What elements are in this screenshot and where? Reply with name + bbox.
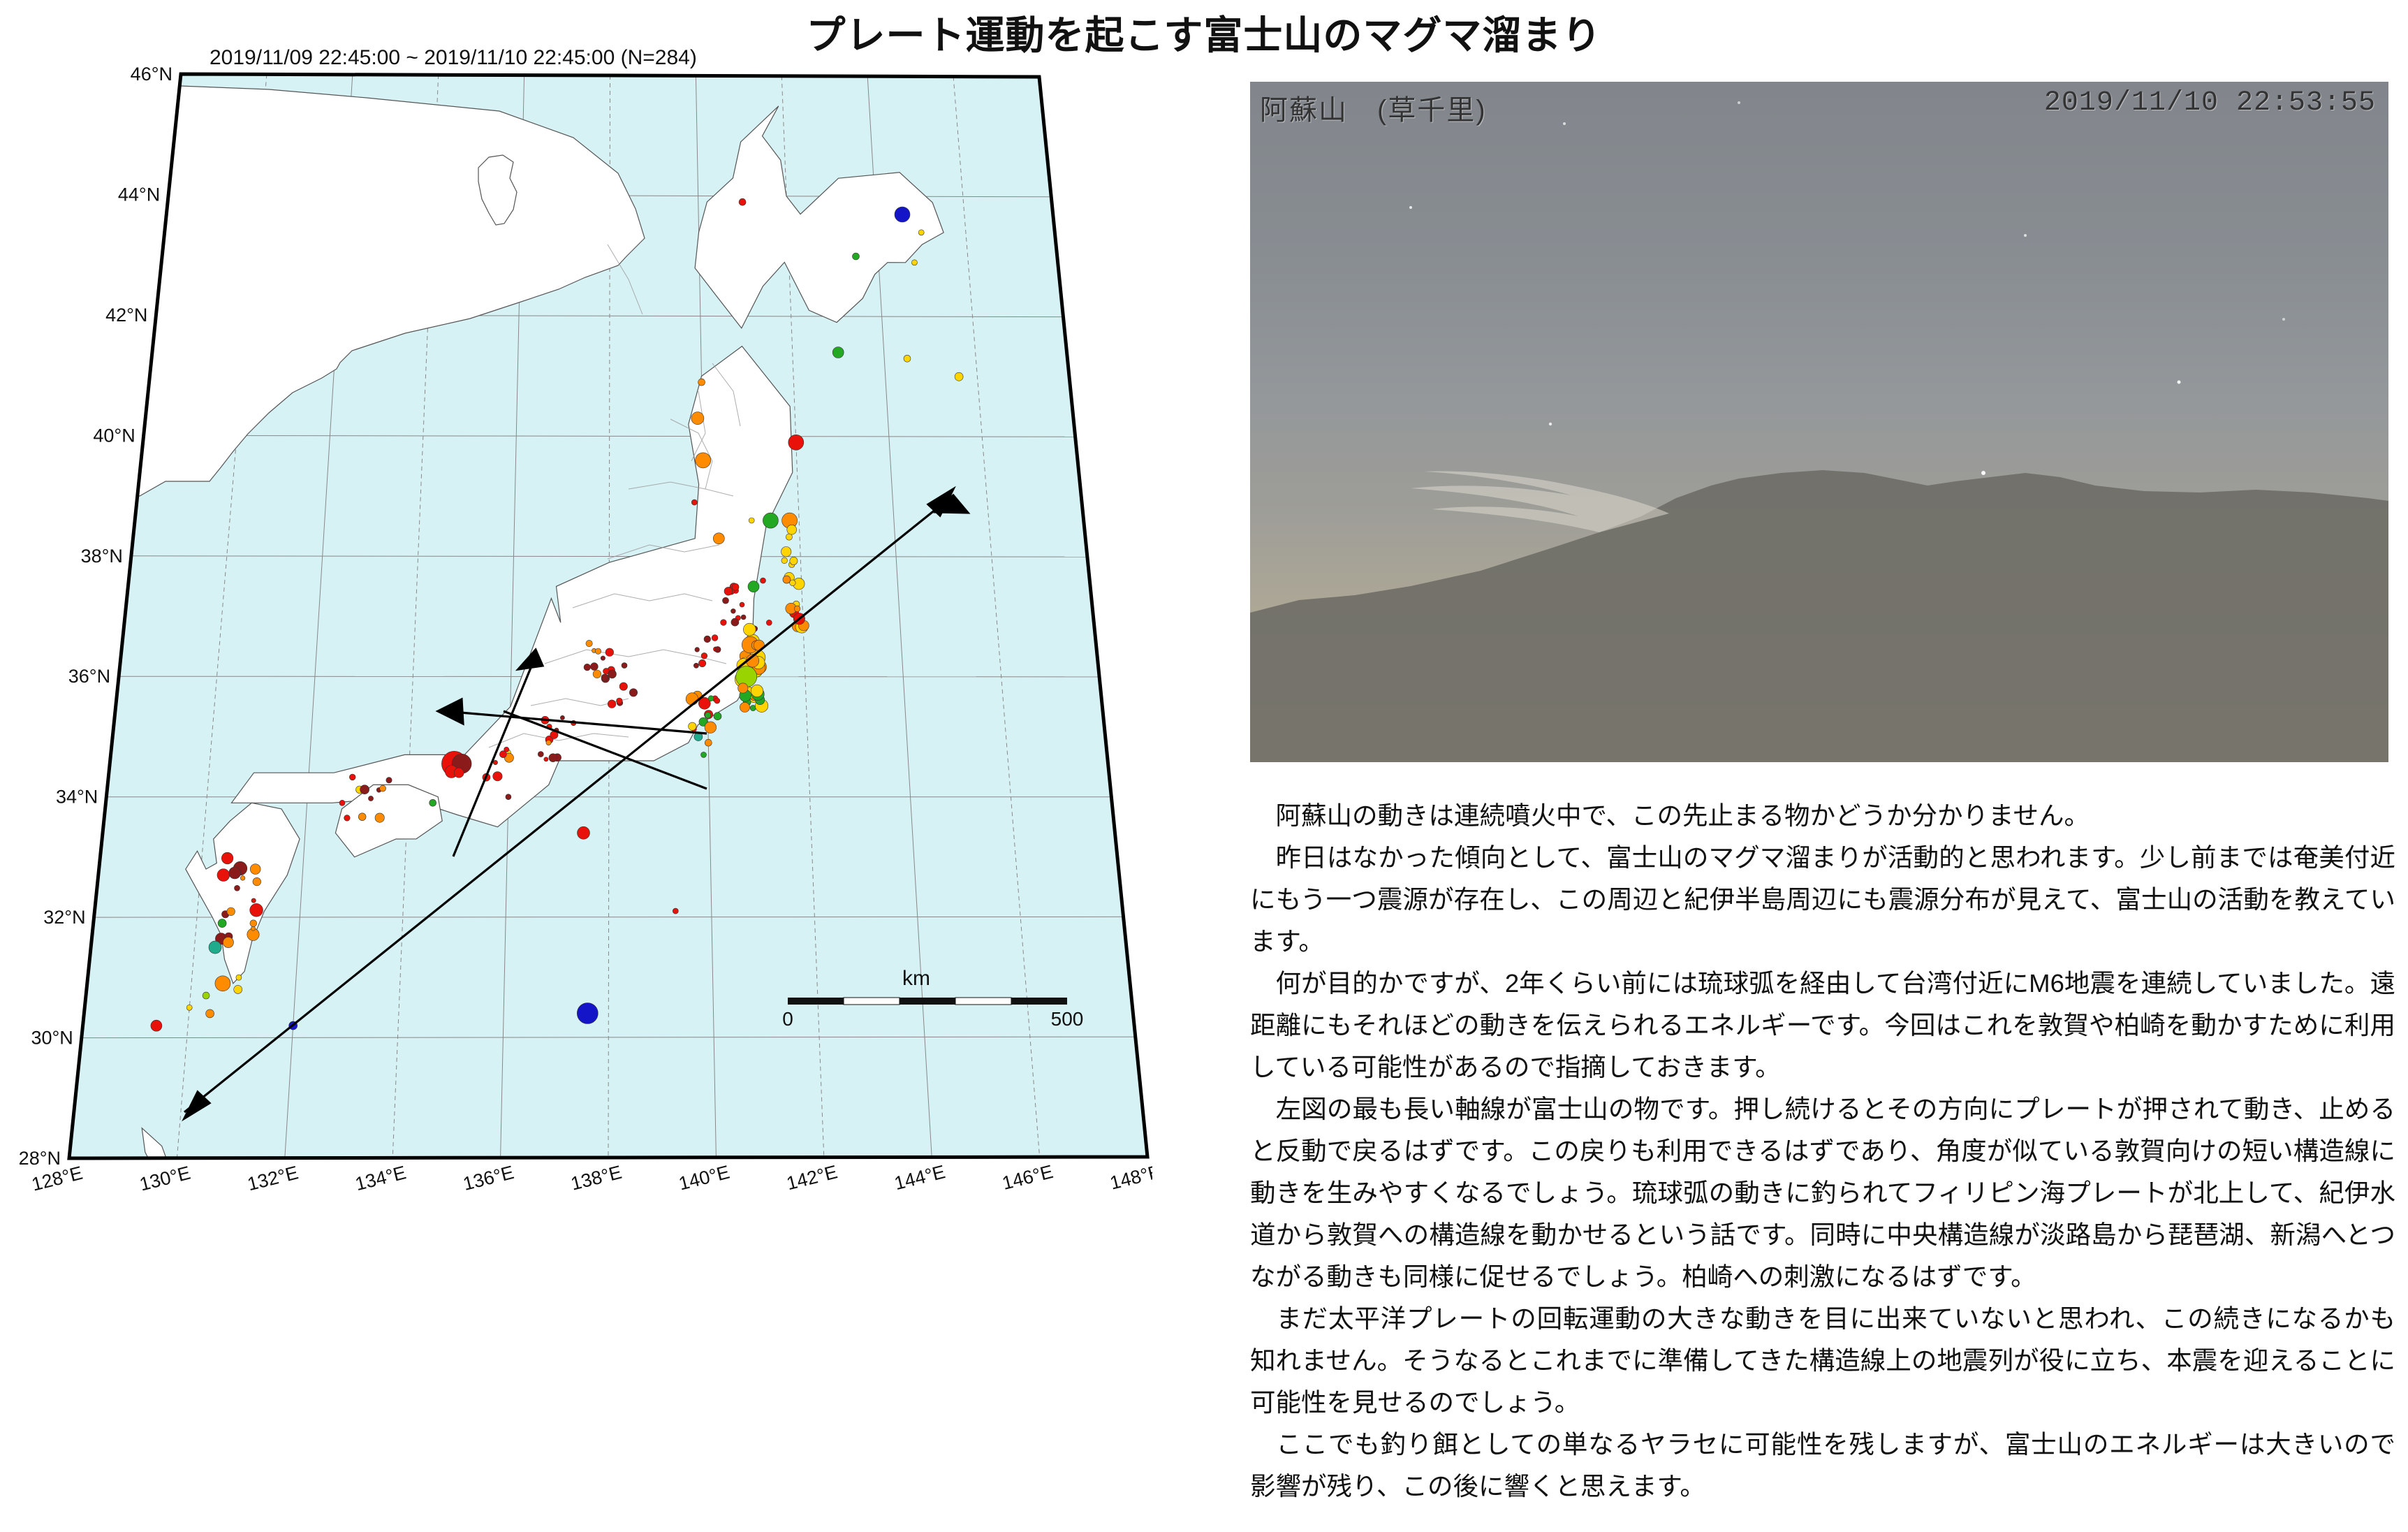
svg-text:34°N: 34°N xyxy=(56,787,98,808)
svg-text:140°E: 140°E xyxy=(677,1162,732,1195)
svg-text:44°N: 44°N xyxy=(118,184,160,205)
svg-text:32°N: 32°N xyxy=(43,907,85,928)
svg-text:38°N: 38°N xyxy=(81,546,123,567)
svg-text:36°N: 36°N xyxy=(68,666,110,687)
svg-text:144°E: 144°E xyxy=(893,1161,948,1194)
svg-text:30°N: 30°N xyxy=(31,1028,73,1049)
svg-text:134°E: 134°E xyxy=(353,1162,409,1195)
svg-text:40°N: 40°N xyxy=(93,425,135,446)
svg-text:500: 500 xyxy=(1051,1008,1084,1030)
svg-text:130°E: 130°E xyxy=(138,1162,193,1195)
svg-text:142°E: 142°E xyxy=(784,1161,839,1194)
svg-text:132°E: 132°E xyxy=(245,1162,300,1195)
svg-text:136°E: 136°E xyxy=(461,1162,516,1195)
svg-text:28°N: 28°N xyxy=(19,1148,61,1169)
svg-text:2019/11/09 22:45:00 ~ 2019/11/: 2019/11/09 22:45:00 ~ 2019/11/10 22:45:0… xyxy=(210,46,697,69)
svg-text:0: 0 xyxy=(782,1008,793,1030)
svg-text:148°E: 148°E xyxy=(1108,1161,1152,1194)
svg-text:42°N: 42°N xyxy=(105,305,147,326)
svg-text:138°E: 138°E xyxy=(568,1162,624,1195)
svg-text:146°E: 146°E xyxy=(1000,1161,1055,1194)
svg-text:46°N: 46°N xyxy=(131,64,172,85)
svg-text:km: km xyxy=(902,967,930,990)
